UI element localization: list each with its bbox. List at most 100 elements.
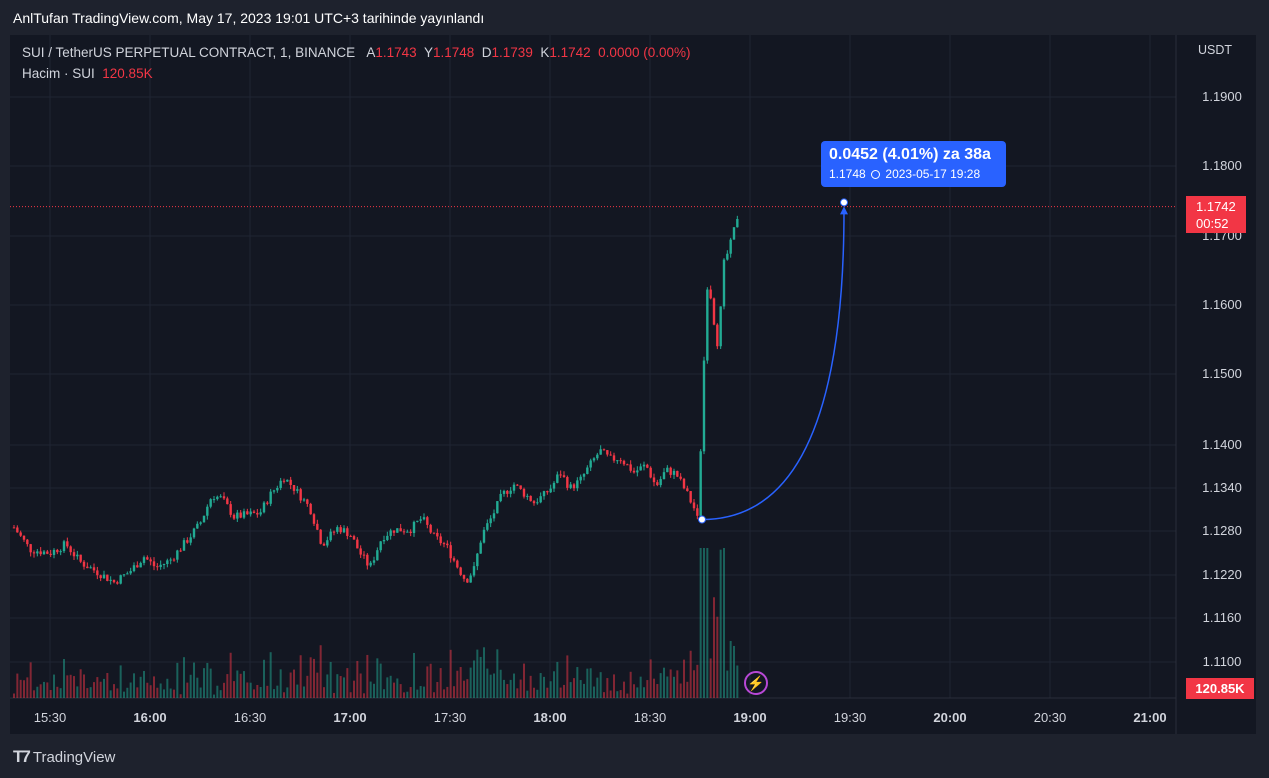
volume-bar — [726, 670, 729, 698]
volume-bar — [253, 689, 255, 698]
time-axis[interactable]: 15:30 16:00 16:30 17:00 17:30 18:00 18:30 19:00… — [34, 710, 1167, 725]
candle-body — [279, 480, 282, 488]
volume-legend[interactable]: Hacim · SUI 120.85K — [22, 66, 153, 81]
current-price: 1.1742 — [1196, 199, 1236, 214]
candle-body — [156, 566, 159, 568]
volume-bar — [376, 658, 379, 698]
candle-body — [92, 567, 96, 571]
candle-body — [602, 449, 606, 451]
price-axis[interactable]: 1.19001.18001.17001.16001.15001.14001.13… — [1202, 89, 1242, 669]
volume-bar — [229, 652, 232, 698]
candle-body — [292, 484, 296, 491]
volume-bar — [29, 662, 32, 698]
volume-bar — [473, 660, 475, 698]
ohlc-close: K1.1742 — [540, 45, 591, 60]
price-chart[interactable]: 1.19001.18001.17001.16001.15001.14001.13… — [10, 35, 1256, 734]
volume-bar — [339, 676, 342, 698]
candle-body — [706, 289, 709, 361]
volume-bar — [696, 664, 699, 698]
volume-bar — [66, 675, 69, 698]
volume-bar — [396, 678, 399, 698]
volume-bar — [456, 670, 459, 698]
symbol-name[interactable]: SUI / TetherUS PERPETUAL CONTRACT, 1, BI… — [22, 45, 356, 60]
candle-body — [662, 472, 666, 480]
volume-bar — [526, 690, 529, 698]
volume-bar — [36, 686, 39, 698]
volume-bar — [673, 676, 675, 698]
volume-bar — [76, 686, 79, 698]
candle-body — [79, 554, 82, 562]
volume-bar — [543, 676, 545, 698]
candle-body — [86, 566, 89, 569]
candle-body — [172, 559, 176, 561]
volume-bar — [666, 676, 669, 698]
volume-bar — [463, 680, 465, 698]
candle-body — [616, 460, 619, 462]
candle-body — [22, 535, 26, 540]
candle-body — [186, 540, 189, 543]
candle-body — [296, 489, 299, 491]
price-tick: 1.1600 — [1202, 297, 1242, 312]
price-tick: 1.1800 — [1202, 158, 1242, 173]
candle-body — [109, 579, 112, 581]
candle-body — [162, 564, 166, 566]
candle-body — [666, 467, 669, 473]
tradingview-brand[interactable]: T7 TradingView — [13, 747, 115, 767]
candle-body — [572, 484, 576, 489]
volume-bar — [663, 667, 665, 698]
candle-body — [569, 484, 572, 488]
lightning-icon[interactable]: ⚡ — [744, 671, 768, 695]
volume-bar — [173, 689, 175, 698]
volume-bar — [433, 692, 435, 698]
volume-bar — [603, 692, 605, 698]
volume-bar — [446, 686, 449, 698]
volume-bar — [106, 673, 109, 698]
candle-body — [226, 498, 229, 505]
candle-body — [406, 531, 409, 533]
volume-bar — [163, 689, 165, 698]
bar-countdown: 00:52 — [1196, 216, 1229, 231]
volume-bar — [116, 688, 119, 698]
volume-bar — [316, 672, 319, 698]
time-tick: 17:30 — [434, 710, 467, 725]
candle-body — [532, 501, 536, 504]
volume-bar — [273, 689, 275, 698]
volume-bar — [483, 647, 485, 698]
volume-bar — [259, 686, 262, 698]
volume-bar — [83, 674, 85, 698]
candle-body — [126, 573, 129, 575]
volume-bar — [309, 657, 312, 698]
candle-body — [502, 490, 506, 494]
candle-body — [52, 549, 56, 555]
volume-bar — [279, 669, 282, 698]
volume-badge: 120.85K — [1186, 678, 1254, 699]
candle-body — [476, 553, 479, 567]
price-unit[interactable]: USDT — [1198, 43, 1233, 57]
volume-bar — [633, 684, 635, 698]
volume-bar — [709, 658, 712, 698]
candle-body — [652, 477, 656, 483]
volume-bar — [296, 684, 299, 698]
time-tick: 16:00 — [133, 710, 166, 725]
ohlc-low: D1.1739 — [481, 45, 533, 60]
volume-bar — [416, 689, 419, 698]
candle-body — [222, 496, 226, 499]
candle-body — [576, 480, 579, 489]
ohlc-open: A1.1743 — [366, 45, 417, 60]
measure-datetime: 2023-05-17 19:28 — [885, 167, 981, 181]
candle-body — [462, 574, 466, 579]
candle-body — [656, 482, 659, 486]
volume-bar — [609, 690, 612, 698]
candle-body — [669, 467, 672, 475]
volume-bar — [246, 682, 249, 698]
candle-body — [366, 554, 369, 566]
time-tick: 15:30 — [34, 710, 67, 725]
volume-bar — [479, 656, 482, 698]
time-tick: 16:30 — [234, 710, 267, 725]
candle-body — [396, 528, 399, 533]
candle-body — [129, 571, 132, 574]
candle-body — [626, 464, 629, 466]
volume-bar — [356, 660, 359, 698]
candle-body — [732, 227, 736, 240]
volume-bar — [386, 677, 389, 698]
